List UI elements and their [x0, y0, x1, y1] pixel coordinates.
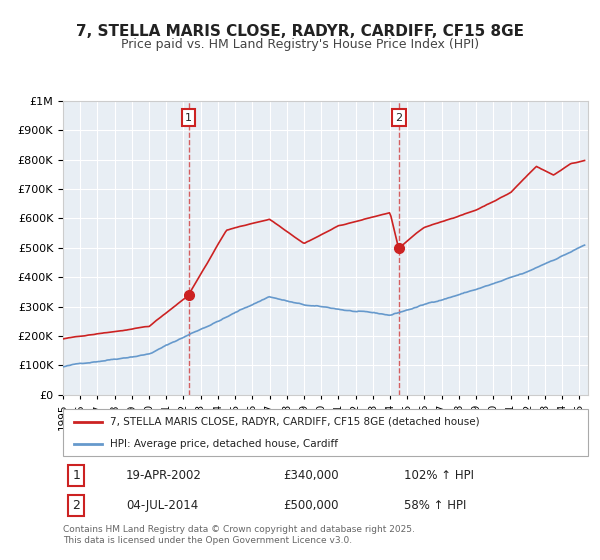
Text: 58% ↑ HPI: 58% ↑ HPI — [404, 499, 467, 512]
Text: Contains HM Land Registry data © Crown copyright and database right 2025.
This d: Contains HM Land Registry data © Crown c… — [63, 525, 415, 545]
Text: 1: 1 — [185, 113, 192, 123]
Text: 2: 2 — [395, 113, 402, 123]
Text: 19-APR-2002: 19-APR-2002 — [126, 469, 202, 482]
FancyBboxPatch shape — [63, 409, 588, 456]
Text: HPI: Average price, detached house, Cardiff: HPI: Average price, detached house, Card… — [110, 438, 338, 449]
Text: £340,000: £340,000 — [284, 469, 339, 482]
Text: 7, STELLA MARIS CLOSE, RADYR, CARDIFF, CF15 8GE (detached house): 7, STELLA MARIS CLOSE, RADYR, CARDIFF, C… — [110, 417, 480, 427]
Text: 2: 2 — [72, 499, 80, 512]
Text: 102% ↑ HPI: 102% ↑ HPI — [404, 469, 474, 482]
Text: £500,000: £500,000 — [284, 499, 339, 512]
Text: Price paid vs. HM Land Registry's House Price Index (HPI): Price paid vs. HM Land Registry's House … — [121, 38, 479, 51]
Text: 04-JUL-2014: 04-JUL-2014 — [126, 499, 198, 512]
Text: 1: 1 — [72, 469, 80, 482]
Text: 7, STELLA MARIS CLOSE, RADYR, CARDIFF, CF15 8GE: 7, STELLA MARIS CLOSE, RADYR, CARDIFF, C… — [76, 24, 524, 39]
